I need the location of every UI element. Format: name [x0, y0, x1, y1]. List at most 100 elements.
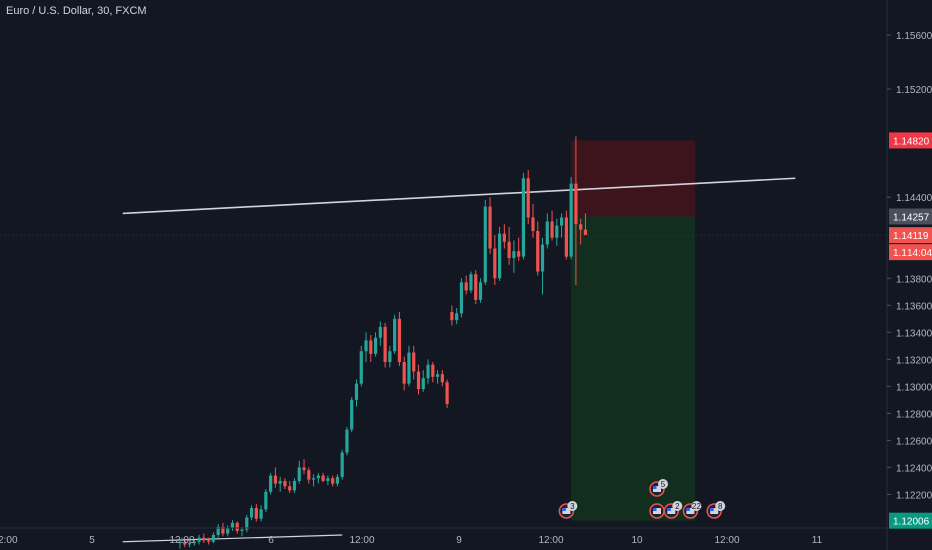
candle-down — [464, 275, 468, 295]
candle-up — [245, 514, 249, 533]
price-tick-label: 1.12800 — [896, 409, 932, 420]
trendlines — [122, 177, 796, 543]
candle-down — [321, 472, 325, 483]
candle-up — [335, 474, 340, 487]
candle-down — [202, 533, 206, 544]
event-count-text: 8 — [718, 502, 723, 511]
flag-canton — [710, 508, 714, 511]
event-marker[interactable]: 5 — [649, 479, 668, 519]
candle-body — [388, 351, 392, 363]
candle-body — [302, 467, 306, 471]
price-tick-label: 1.12400 — [896, 463, 932, 474]
candle-body — [488, 206, 492, 249]
candle-body — [240, 529, 244, 531]
time-tick-label: 12:00 — [349, 535, 374, 546]
event-marker[interactable]: 8 — [706, 501, 726, 519]
price-label-text: 1.12006 — [893, 517, 930, 528]
candle-body — [407, 352, 411, 384]
candle-body — [502, 233, 506, 242]
candle-down — [450, 305, 454, 326]
candle-body — [445, 382, 449, 404]
candle-body — [335, 476, 340, 484]
candle-up — [521, 172, 526, 260]
flag-glyph — [653, 486, 661, 492]
candle-body — [187, 543, 192, 545]
time-tick-label: 10 — [631, 535, 643, 546]
stop-loss-zone — [571, 140, 696, 217]
candle-body — [202, 537, 206, 541]
candle-body — [283, 480, 287, 487]
candles — [178, 136, 588, 549]
candle-up — [435, 370, 440, 384]
event-count-text: 5 — [661, 480, 666, 489]
candle-down — [369, 335, 373, 363]
price-tick-label: 1.12600 — [896, 436, 932, 447]
candle-body — [221, 526, 225, 534]
candle-up — [216, 524, 220, 538]
event-marker[interactable]: 22 — [682, 501, 702, 519]
price-tick-label: 1.12200 — [896, 490, 932, 501]
candle-body — [397, 318, 402, 363]
price-tick-label: 1.15200 — [896, 85, 932, 96]
take-profit-zone — [571, 216, 696, 521]
price-label-text: 1.14257 — [893, 213, 930, 224]
economic-events[interactable]: 3 5 2 22 8 — [558, 479, 726, 519]
candle-up — [478, 278, 483, 303]
candle-body — [226, 528, 230, 534]
candle-body — [273, 475, 277, 484]
candle-down — [493, 235, 497, 286]
candle-body — [412, 352, 416, 372]
candle-down — [550, 210, 554, 241]
candle-body — [216, 526, 220, 535]
candle-body — [259, 509, 263, 519]
countdown-text: 14:04 — [907, 248, 932, 259]
candle-down — [445, 379, 449, 408]
time-axis[interactable]: 12:00 5 12:00 6 12:00 9 12:00 10 12:00 11 — [0, 535, 823, 546]
candle-body — [321, 475, 325, 481]
candle-down — [207, 537, 211, 545]
time-tick-label: 12:00 — [0, 535, 18, 546]
flag-glyph — [710, 508, 719, 514]
candle-down — [183, 540, 187, 548]
event-marker[interactable]: 2 — [663, 501, 683, 519]
trendline — [122, 177, 796, 215]
candle-down — [431, 362, 435, 383]
event-count-badge — [567, 501, 578, 511]
candle-up — [264, 489, 268, 513]
event-marker[interactable]: 3 — [558, 501, 578, 519]
candle-body — [345, 429, 349, 453]
candle-down — [412, 345, 416, 380]
candle-body — [459, 282, 464, 314]
candle-up — [388, 345, 392, 368]
candle-up — [292, 478, 297, 494]
candle-body — [183, 541, 187, 545]
price-axis[interactable]: 1.15600 1.15200 1.14400 1.13800 1.13600 1.134… — [887, 31, 932, 501]
candle-body — [249, 507, 254, 518]
position-zones — [571, 140, 696, 521]
candle-body — [469, 274, 473, 291]
candle-down — [488, 197, 492, 254]
price-label-last: 1.14119 — [889, 227, 932, 244]
candle-body — [545, 221, 549, 245]
candle-body — [369, 340, 373, 354]
candle-body — [416, 371, 421, 390]
candle-body — [517, 251, 521, 257]
time-tick-label: 12:00 — [538, 535, 563, 546]
candle-body — [526, 178, 530, 218]
candle-body — [478, 282, 483, 300]
candle-down — [574, 136, 578, 286]
candle-body — [230, 522, 235, 529]
flag-canton — [653, 486, 657, 489]
candle-down — [288, 480, 292, 494]
candle-body — [297, 467, 301, 481]
candle-body — [235, 522, 239, 531]
candle-body — [564, 217, 568, 257]
candle-down — [221, 522, 225, 537]
candle-body — [521, 178, 526, 257]
candle-body — [435, 374, 440, 377]
candle-body — [536, 230, 540, 272]
price-label-entry: 1.14257 — [889, 208, 932, 225]
candle-body — [311, 478, 316, 480]
